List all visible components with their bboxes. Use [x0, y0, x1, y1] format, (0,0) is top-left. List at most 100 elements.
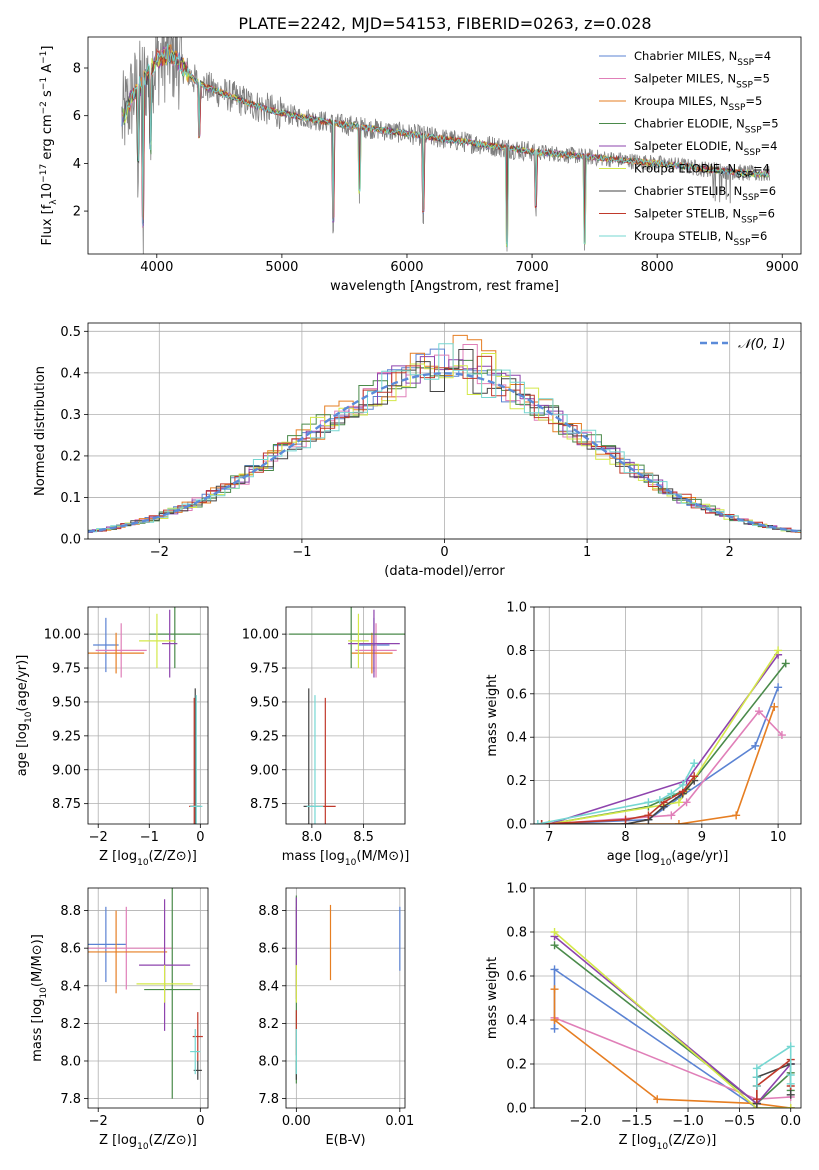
- legend-entry: Salpeter STELIB, NSSP=6: [634, 207, 775, 226]
- label-part: λ: [49, 199, 59, 205]
- spectrum-model-kroupa_stelib: [124, 43, 770, 248]
- label-part: mass weight: [485, 957, 500, 1039]
- spectrum-model-salpeter_stelib: [124, 46, 770, 248]
- label-part: (age/yr)]: [15, 655, 30, 712]
- errorbar-chabrier_elodie: [149, 607, 201, 669]
- errorbar-salpeter_elodie: [162, 609, 178, 678]
- errorbar-kroupa_elodie: [136, 965, 193, 1003]
- axes-frame: [533, 887, 802, 1109]
- x-axis-label: Z [log10(Z/Z⊙)]: [99, 849, 197, 868]
- x-tick-label: 0: [196, 830, 204, 845]
- plot-area: [295, 895, 401, 1084]
- label-part: SSP: [741, 216, 758, 226]
- label-part: SSP: [737, 58, 754, 68]
- x-axis-label: wavelength [Angstrom, rest frame]: [330, 279, 559, 294]
- label-part: =5: [753, 72, 770, 86]
- y-axis-label: age [log10(age/yr)]: [15, 655, 34, 777]
- series-marker: [690, 772, 699, 781]
- chart-mass_vs_Z: −2 07.88.08.28.48.68.8Z [log10(Z/Z⊙)]mass…: [30, 887, 209, 1152]
- y-tick-label: 9.75: [250, 662, 279, 677]
- series-kroupa_stelib: [752, 1042, 795, 1090]
- y-tick-label: 8.75: [52, 797, 81, 812]
- y-tick-label: 0.6: [506, 687, 527, 702]
- x-tick-label: 6000: [390, 260, 423, 275]
- label-part: log: [325, 849, 345, 864]
- label-part: =4: [754, 49, 771, 63]
- series-marker: [653, 1095, 662, 1104]
- label-part: mass [: [282, 849, 325, 864]
- series-marker: [732, 811, 741, 820]
- plot-area: [289, 607, 405, 824]
- series-marker: [537, 820, 546, 824]
- x-tick-label: 2: [726, 545, 734, 560]
- label-part: log: [640, 849, 660, 864]
- series-line: [554, 944, 792, 1105]
- label-part: −17: [39, 164, 49, 183]
- label-part: Normed distribution: [33, 366, 48, 496]
- series-salpeter_stelib: [537, 772, 699, 824]
- label-part: (Z/Z⊙)]: [668, 1133, 716, 1148]
- legend-entry: Salpeter ELODIE, NSSP=4: [634, 139, 777, 158]
- y-axis-label: mass [log10(M/M⊙)]: [30, 934, 49, 1062]
- label-part: log: [30, 999, 45, 1019]
- series-marker: [777, 731, 786, 740]
- x-axis-label: (data-model)/error: [384, 564, 505, 579]
- label-part: (age/yr)]: [671, 849, 728, 864]
- plot-area: [88, 888, 203, 1099]
- chart-spectrum: 4000 5000 6000 7000 8000 9000 2 4 6 8 wavelength […: [39, 36, 802, 294]
- errorbar-salpeter_elodie: [348, 609, 400, 678]
- label-part: A: [40, 64, 55, 77]
- label-part: =4: [753, 162, 770, 176]
- x-axis-label: Z [log10(Z/Z⊙)]: [619, 1133, 717, 1152]
- label-part: wavelength [Angstrom, rest frame]: [330, 279, 559, 294]
- x-tick-label: 7: [545, 830, 553, 845]
- series-salpeter_miles: [550, 1013, 795, 1104]
- series-marker: [774, 683, 783, 692]
- label-part: Salpeter ELODIE, N: [634, 139, 744, 153]
- series-marker: [550, 1024, 559, 1033]
- legend-entry: Salpeter MILES, NSSP=5: [634, 72, 770, 91]
- label-part: SSP: [734, 238, 751, 248]
- label-part: SSP: [742, 193, 759, 203]
- label-part: erg cm: [40, 114, 55, 163]
- errorbar-kroupa_miles: [88, 632, 145, 674]
- x-tick-label: 8000: [641, 260, 674, 275]
- x-tick-label: 7000: [516, 260, 549, 275]
- series-marker: [550, 928, 559, 936]
- label-part: =6: [750, 229, 767, 243]
- series-marker: [752, 1095, 761, 1104]
- y-tick-label: 0.1: [60, 491, 81, 506]
- series-marker: [690, 759, 699, 768]
- chart-weight_vs_Z: −2.0 −1.5 −1.0 −0.5 0.0 0.0 0.2 0.4 0.6 0.8 1.0 Z […: [485, 882, 802, 1152]
- series-line: [553, 931, 791, 1108]
- errorbar-salpeter_stelib: [192, 1012, 203, 1061]
- series-marker: [786, 1090, 795, 1099]
- label-part: SSP: [729, 103, 746, 113]
- y-tick-label: 8: [73, 62, 81, 77]
- y-tick-label: 9.00: [250, 763, 279, 778]
- x-tick-label: 10: [770, 830, 787, 845]
- series-marker: [781, 659, 790, 668]
- label-part: Z [: [99, 849, 117, 864]
- label-part: Chabrier ELODIE, N: [634, 117, 745, 131]
- x-tick-label: −1.5: [621, 1114, 653, 1129]
- y-tick-label: 0.4: [506, 731, 527, 746]
- y-tick-label: 8.6: [60, 942, 81, 957]
- plot-area: [534, 646, 790, 824]
- label-part: 10: [137, 858, 149, 868]
- series-marker: [655, 796, 664, 805]
- series-marker: [774, 646, 783, 655]
- y-tick-label: 10.00: [242, 628, 279, 643]
- label-part: age [: [607, 849, 640, 864]
- label-part: Z [: [619, 1133, 637, 1148]
- x-tick-label: −1: [292, 545, 311, 560]
- x-axis-label: age [log10(age/yr)]: [607, 849, 729, 868]
- x-axis-label: mass [log10(M/M⊙)]: [282, 849, 410, 868]
- y-tick-label: 0.8: [506, 926, 527, 941]
- errorbar-chabrier_elodie: [289, 607, 405, 669]
- y-axis-label: Flux [fλ10−17 erg cm−2 s−1 A−1]: [39, 46, 59, 246]
- y-axis-label: mass weight: [485, 674, 500, 756]
- y-tick-label: 0.0: [60, 533, 81, 548]
- errorbar-kroupa_miles: [88, 910, 168, 994]
